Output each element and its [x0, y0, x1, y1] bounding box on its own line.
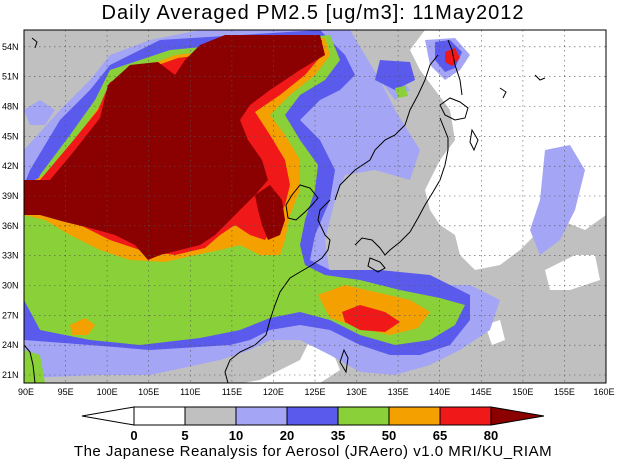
- colorbar-label-65: 65: [433, 428, 447, 443]
- colorbar-label-35: 35: [331, 428, 345, 443]
- lon-tick-155e: 155E: [554, 387, 575, 397]
- lat-tick-30n: 30N: [2, 281, 19, 291]
- lat-tick-48n: 48N: [2, 102, 19, 112]
- colorbar: [81, 406, 545, 426]
- lat-tick-27n: 27N: [2, 310, 19, 320]
- colorbar-label-5: 5: [181, 428, 188, 443]
- lon-tick-105e: 105E: [138, 387, 159, 397]
- lon-tick-115e: 115E: [222, 387, 242, 397]
- colorbar-under-triangle: [81, 406, 135, 426]
- lon-tick-120e: 120E: [263, 387, 284, 397]
- lon-tick-140e: 140E: [429, 387, 450, 397]
- graticule: [24, 30, 606, 383]
- colorbar-label-50: 50: [382, 428, 396, 443]
- colorbar-bin-0-5: [133, 406, 186, 426]
- colorbar-bin-50-65: [388, 406, 441, 426]
- lat-tick-42n: 42N: [2, 161, 19, 171]
- colorbar-bin-5-10: [184, 406, 237, 426]
- lon-tick-100e: 100E: [97, 387, 118, 397]
- colorbar-label-80: 80: [484, 428, 498, 443]
- map-title: Daily Averaged PM2.5 [ug/m3]: 11May2012: [101, 2, 525, 24]
- lon-tick-160e: 160E: [593, 387, 614, 397]
- lat-tick-45n: 45N: [2, 131, 19, 141]
- latitude-axis: 21N 24N 27N 30N 33N 36N 39N 42N 45N 48N …: [2, 42, 19, 380]
- lat-tick-33n: 33N: [2, 251, 19, 261]
- credit-footer: The Japanese Reanalysis for Aerosol (JRA…: [73, 443, 553, 460]
- colorbar-label-10: 10: [229, 428, 243, 443]
- pm25-map-panel: [24, 30, 606, 383]
- lat-tick-51n: 51N: [2, 72, 19, 82]
- colorbar-bin-35-50: [337, 406, 390, 426]
- colorbar-bin-65-80: [439, 406, 492, 426]
- lat-tick-24n: 24N: [2, 340, 19, 350]
- lat-tick-54n: 54N: [2, 42, 19, 52]
- lon-tick-125e: 125E: [304, 387, 325, 397]
- lon-tick-90e: 90E: [18, 387, 34, 397]
- coastlines: [24, 37, 546, 383]
- colorbar-bin-20-35: [286, 406, 339, 426]
- colorbar-label-20: 20: [280, 428, 294, 443]
- lat-tick-21n: 21N: [2, 370, 19, 380]
- colorbar-over-triangle: [490, 406, 545, 426]
- contour-band-above-80: [24, 35, 325, 260]
- lat-tick-39n: 39N: [2, 191, 19, 201]
- colorbar-label-0: 0: [130, 428, 137, 443]
- lon-tick-95e: 95E: [58, 387, 74, 397]
- map-frame: [23, 29, 607, 384]
- colorbar-bin-10-20: [235, 406, 288, 426]
- lon-tick-150e: 150E: [512, 387, 533, 397]
- lon-tick-110e: 110E: [180, 387, 200, 397]
- lon-tick-145e: 145E: [471, 387, 492, 397]
- lon-tick-130e: 130E: [346, 387, 367, 397]
- colorbar-labels: 0 5 10 20 35 50 65 80: [130, 428, 498, 443]
- longitude-axis: 90E 95E 100E 105E 110E 115E 120E 125E 13…: [18, 387, 615, 397]
- lon-tick-135e: 135E: [388, 387, 409, 397]
- lat-tick-36n: 36N: [2, 221, 19, 231]
